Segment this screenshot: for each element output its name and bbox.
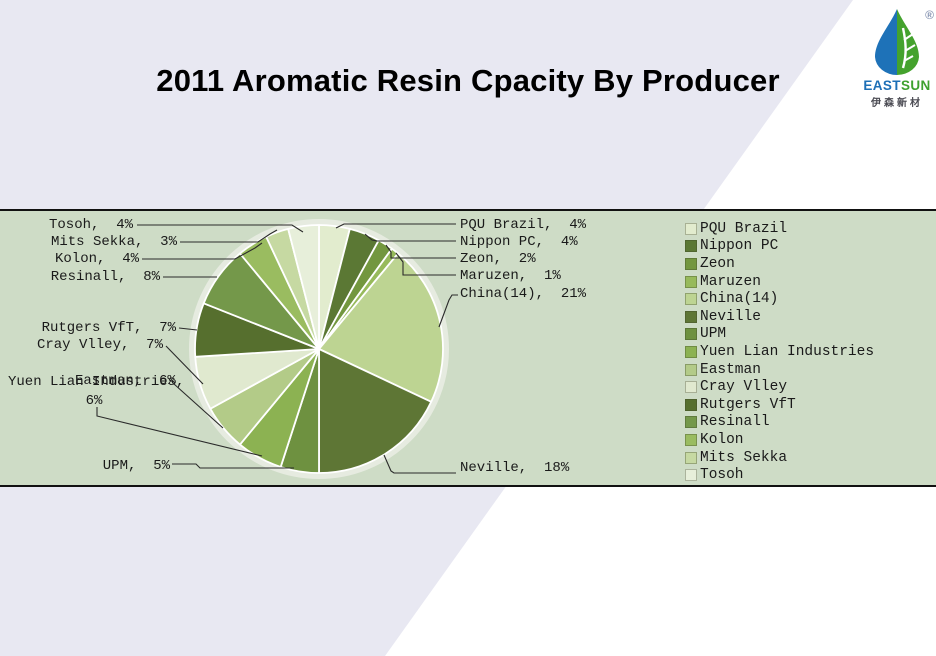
legend: PQU Brazil Nippon PC Zeon Maruzen China(14) N… xyxy=(685,220,874,484)
legend-swatch-eastman xyxy=(685,363,697,376)
logo-wordmark: EASTSUN xyxy=(858,78,936,93)
legend-label-zeon: Zeon xyxy=(700,255,735,272)
legend-swatch-cray-vlley xyxy=(685,381,697,394)
logo-chinese-name: 伊森新材 xyxy=(871,98,923,109)
legend-label-nippon-pc: Nippon PC xyxy=(700,238,779,255)
logo-drop-icon xyxy=(875,9,919,76)
pie-callout-maruzen: Maruzen, 1% xyxy=(460,268,561,284)
legend-label-neville: Neville xyxy=(700,308,761,325)
logo-sun-text: SUN xyxy=(900,78,931,93)
legend-item-cray-vlley: Cray Vlley xyxy=(685,378,874,396)
legend-item-tosoh: Tosoh xyxy=(685,466,874,484)
legend-item-maruzen: Maruzen xyxy=(685,273,874,291)
legend-label-resinall: Resinall xyxy=(700,414,770,431)
pie-callout-zeon: Zeon, 2% xyxy=(460,251,536,267)
legend-swatch-resinall xyxy=(685,416,697,429)
legend-label-china-14: China(14) xyxy=(700,291,779,308)
legend-swatch-yuen-lian-industries xyxy=(685,345,697,358)
pie-callout-mits-sekka: Mits Sekka, 3% xyxy=(50,234,177,250)
pie-callout-pqu-brazil: PQU Brazil, 4% xyxy=(460,217,587,233)
legend-label-kolon: Kolon xyxy=(700,431,744,448)
legend-label-tosoh: Tosoh xyxy=(700,467,744,484)
pie-callout-tosoh: Tosoh, 4% xyxy=(48,217,133,233)
legend-swatch-maruzen xyxy=(685,275,697,288)
legend-swatch-china-14 xyxy=(685,293,697,306)
legend-item-china-14: China(14) xyxy=(685,290,874,308)
pie-callout-china-14: China(14), 21% xyxy=(460,286,587,302)
pie-callout-yuen-lian-industries: Yuen Lian Industries, 6% xyxy=(8,374,185,409)
legend-swatch-upm xyxy=(685,328,697,341)
legend-label-maruzen: Maruzen xyxy=(700,273,761,290)
legend-item-mits-sekka: Mits Sekka xyxy=(685,449,874,467)
legend-item-zeon: Zeon xyxy=(685,255,874,273)
pie-callout-upm: UPM, 5% xyxy=(102,458,170,474)
legend-swatch-tosoh xyxy=(685,469,697,482)
pie-callout-resinall: Resinall, 8% xyxy=(50,269,160,285)
legend-swatch-kolon xyxy=(685,433,697,446)
legend-swatch-zeon xyxy=(685,257,697,270)
legend-item-kolon: Kolon xyxy=(685,431,874,449)
eastsun-logo: ® EASTSUN 伊森新材 xyxy=(858,6,936,110)
logo-east-text: EAST xyxy=(863,78,901,93)
pie-callout-rutgers-vft: Rutgers VfT, 7% xyxy=(41,320,176,336)
legend-swatch-pqu-brazil xyxy=(685,222,697,235)
pie-callout-cray-vlley: Cray Vlley, 7% xyxy=(36,337,163,353)
legend-item-yuen-lian-industries: Yuen Lian Industries xyxy=(685,343,874,361)
legend-label-rutgers-vft: Rutgers VfT xyxy=(700,396,796,413)
pie-callout-neville: Neville, 18% xyxy=(460,460,570,476)
legend-item-pqu-brazil: PQU Brazil xyxy=(685,220,874,238)
pie-callout-nippon-pc: Nippon PC, 4% xyxy=(460,234,578,250)
legend-item-nippon-pc: Nippon PC xyxy=(685,238,874,256)
legend-item-eastman: Eastman xyxy=(685,361,874,379)
legend-label-pqu-brazil: PQU Brazil xyxy=(700,220,788,237)
legend-label-cray-vlley: Cray Vlley xyxy=(700,379,788,396)
legend-label-eastman: Eastman xyxy=(700,361,761,378)
page-title: 2011 Aromatic Resin Cpacity By Producer xyxy=(156,62,780,98)
legend-swatch-rutgers-vft xyxy=(685,398,697,411)
legend-item-neville: Neville xyxy=(685,308,874,326)
legend-swatch-neville xyxy=(685,310,697,323)
legend-item-upm: UPM xyxy=(685,326,874,344)
legend-item-resinall: Resinall xyxy=(685,414,874,432)
legend-label-yuen-lian-industries: Yuen Lian Industries xyxy=(700,343,875,360)
legend-label-mits-sekka: Mits Sekka xyxy=(700,449,788,466)
legend-label-upm: UPM xyxy=(700,326,727,343)
legend-swatch-mits-sekka xyxy=(685,451,697,464)
pie-callout-eastman: Eastman, 6% xyxy=(75,373,176,389)
registered-mark: ® xyxy=(925,8,934,22)
legend-item-rutgers-vft: Rutgers VfT xyxy=(685,396,874,414)
legend-swatch-nippon-pc xyxy=(685,240,697,253)
pie-callout-kolon: Kolon, 4% xyxy=(54,251,139,267)
